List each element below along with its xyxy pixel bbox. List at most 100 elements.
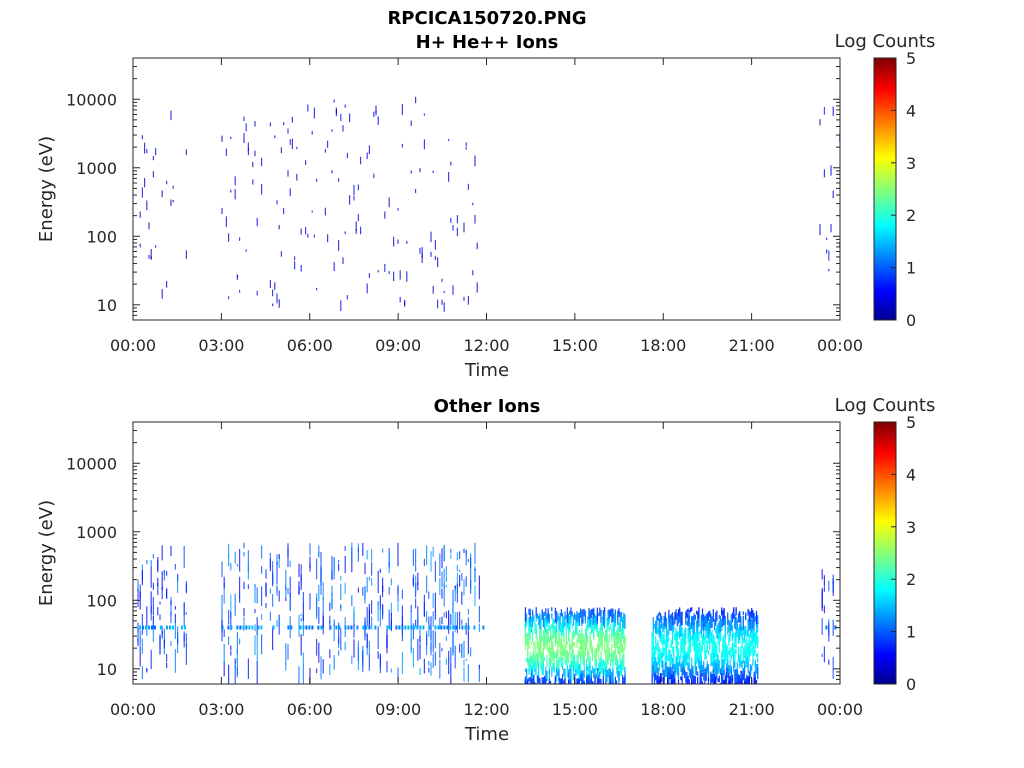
spectrogram-cell: [733, 660, 735, 668]
spectrogram-cell: [671, 629, 674, 645]
spectrogram-cell: [544, 629, 546, 642]
spectrogram-cell: [667, 677, 669, 684]
spectrogram-cell: [701, 681, 704, 684]
spectrogram-cell: [221, 594, 223, 610]
spectrogram-cell: [526, 658, 528, 663]
spectrogram-cell: [550, 652, 552, 668]
spectrogram-cell: [221, 207, 223, 214]
spectrogram-cell: [430, 251, 432, 257]
spectrogram-cell: [670, 617, 672, 631]
spectrogram-cell: [697, 612, 699, 623]
spectrogram-cell: [163, 639, 165, 648]
spectrogram-cell: [699, 630, 701, 634]
spectrogram-cell: [757, 615, 759, 625]
spectrogram-cell: [739, 624, 741, 639]
spectrogram-cell: [745, 655, 747, 669]
spectrogram-cell: [366, 607, 368, 626]
spectrogram-cell: [554, 652, 556, 659]
spectrogram-cell: [747, 623, 749, 637]
spectrogram-cell: [737, 647, 740, 663]
spectrogram-cell: [291, 138, 293, 149]
spectrogram-cell: [419, 247, 421, 254]
spectrogram-cell: [659, 648, 662, 663]
x-axis-label: Time: [464, 360, 509, 381]
spectrogram-cell: [675, 658, 677, 673]
spectrogram-cell: [740, 646, 742, 659]
spectrogram-cell: [661, 652, 663, 666]
spectrogram-cell: [285, 597, 287, 602]
spectrogram-cell: [716, 654, 718, 664]
spectrogram-cell: [665, 625, 668, 637]
spectrogram-cell: [580, 608, 582, 618]
spectrogram-cell: [704, 652, 706, 660]
spectrogram-cell: [668, 612, 670, 626]
spectrogram-cell: [562, 612, 564, 618]
spectrogram-cell: [719, 682, 722, 684]
spectrogram-cell: [333, 557, 335, 572]
spectrogram-cell: [342, 257, 344, 264]
spectrogram-cell: [619, 664, 621, 676]
spectrogram-cell: [589, 656, 591, 668]
spectrogram-cell: [743, 670, 746, 675]
spectrogram-cell: [338, 563, 340, 571]
spectrogram-cell: [357, 587, 359, 593]
spectrogram-cell: [440, 625, 443, 630]
spectrogram-cell: [682, 657, 684, 668]
spectrogram-cell: [410, 120, 412, 126]
spectrogram-cell: [688, 635, 690, 648]
spectrogram-cell: [553, 619, 555, 624]
spectrogram-cell: [157, 607, 159, 616]
spectrogram-cell: [554, 677, 556, 684]
spectrogram-cell: [755, 634, 758, 646]
spectrogram-cell: [740, 670, 742, 678]
x-tick-label: 03:00: [198, 336, 244, 355]
spectrogram-cell: [716, 663, 718, 676]
spectrogram-cell: [718, 637, 720, 646]
spectrogram-cell: [688, 623, 690, 637]
panel-title: Other Ions: [434, 396, 541, 417]
spectrogram-cell: [534, 682, 536, 684]
spectrogram-cell: [535, 656, 537, 668]
spectrogram-cell: [145, 625, 147, 630]
spectrogram-cell: [307, 233, 309, 238]
spectrogram-cell: [243, 608, 245, 617]
spectrogram-cell: [703, 640, 705, 645]
spectrogram-cell: [547, 631, 549, 636]
spectrogram-cell: [566, 619, 568, 629]
spectrogram-cell: [698, 642, 700, 658]
spectrogram-cell: [432, 653, 434, 668]
spectrogram-cell: [146, 200, 148, 211]
spectrogram-cell: [230, 136, 232, 140]
spectrogram-cell: [568, 621, 570, 631]
spectrogram-cell: [658, 618, 660, 629]
spectrogram-cell: [718, 633, 720, 640]
spectrogram-cell: [163, 570, 165, 581]
spectrogram-cell: [155, 148, 157, 156]
spectrogram-cell: [344, 546, 346, 551]
spectrogram-cell: [727, 660, 729, 667]
spectrogram-cell: [722, 659, 724, 666]
spectrogram-cell: [657, 639, 659, 654]
spectrogram-cell: [371, 616, 373, 630]
spectrogram-cell: [692, 670, 694, 684]
spectrogram-cell: [620, 633, 622, 647]
spectrogram-cell: [656, 675, 658, 684]
spectrogram-cell: [300, 634, 302, 656]
spectrogram-cell: [368, 641, 370, 653]
spectrogram-cell: [564, 649, 566, 655]
spectrogram-cell: [622, 616, 624, 628]
spectrogram-cell: [560, 682, 562, 684]
spectrogram-cell: [570, 618, 572, 625]
spectrogram-cell: [703, 669, 705, 681]
spectrogram-cell: [624, 639, 626, 647]
x-tick-label: 21:00: [729, 336, 775, 355]
spectrogram-cell: [743, 665, 746, 671]
spectrogram-cell: [734, 663, 736, 668]
spectrogram-cell: [556, 637, 558, 644]
spectrogram-cell: [170, 199, 172, 206]
spectrogram-cell: [610, 653, 612, 657]
spectrogram-cell: [730, 669, 732, 684]
x-tick-label: 09:00: [375, 700, 421, 719]
spectrogram-cell: [658, 679, 660, 684]
spectrogram-cell: [443, 568, 445, 588]
